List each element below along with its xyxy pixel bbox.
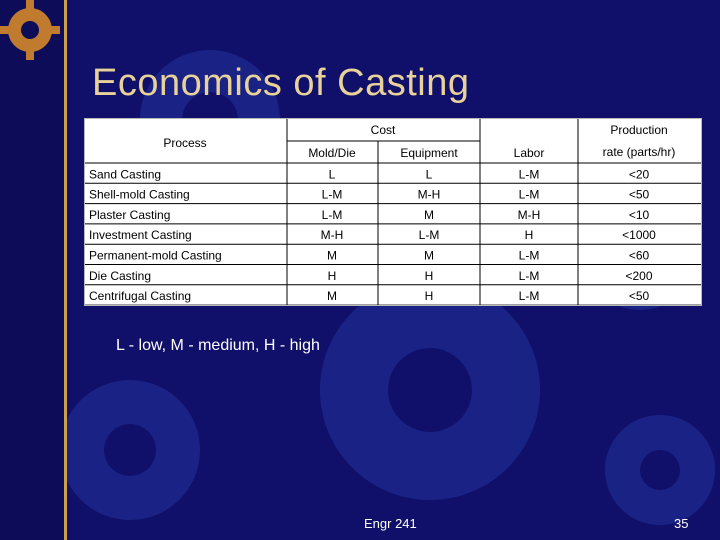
cell-mold-die-cost: M [327, 249, 337, 263]
header-equipment: Equipment [400, 146, 458, 160]
cell-process: Shell-mold Casting [89, 188, 190, 202]
header-production-line2: rate (parts/hr) [603, 145, 676, 159]
cell-process: Investment Casting [89, 228, 192, 242]
cell-mold-die-cost: L-M [322, 208, 343, 222]
cell-labor-cost: L-M [519, 167, 540, 181]
cell-equipment-cost: L [426, 167, 433, 181]
cell-equipment-cost: M [424, 208, 434, 222]
cell-production-rate: <50 [629, 188, 650, 202]
cell-mold-die-cost: L [329, 167, 336, 181]
cell-labor-cost: L-M [519, 289, 540, 303]
cell-mold-die-cost: L-M [322, 188, 343, 202]
cell-production-rate: <10 [629, 208, 650, 222]
table-grid: Process Cost Mold/Die Equipment Labor Pr… [85, 119, 701, 305]
cell-production-rate: <60 [629, 249, 650, 263]
cell-labor-cost: L-M [519, 249, 540, 263]
header-mold-die: Mold/Die [308, 146, 356, 160]
cell-equipment-cost: H [425, 269, 434, 283]
accent-line [64, 0, 67, 540]
corner-gear-icon [0, 0, 60, 60]
cell-production-rate: <20 [629, 167, 650, 181]
cell-production-rate: <200 [625, 269, 652, 283]
cell-equipment-cost: L-M [419, 228, 440, 242]
cell-mold-die-cost: H [328, 269, 337, 283]
slide-title: Economics of Casting [92, 62, 470, 104]
header-labor: Labor [514, 146, 545, 160]
header-cost: Cost [371, 123, 396, 137]
cell-production-rate: <50 [629, 289, 650, 303]
header-process: Process [163, 136, 206, 150]
cell-process: Centrifugal Casting [89, 289, 191, 303]
cell-equipment-cost: M [424, 249, 434, 263]
cell-process: Plaster Casting [89, 208, 170, 222]
cell-equipment-cost: M-H [418, 188, 441, 202]
footer-text: Engr 241 [364, 516, 417, 531]
cell-process: Sand Casting [89, 167, 161, 181]
cell-labor-cost: M-H [518, 208, 541, 222]
cell-labor-cost: L-M [519, 269, 540, 283]
cell-process: Die Casting [89, 269, 151, 283]
cell-mold-die-cost: M-H [321, 228, 344, 242]
cell-labor-cost: H [525, 228, 534, 242]
legend-text: L - low, M - medium, H - high [116, 337, 320, 354]
cell-process: Permanent-mold Casting [89, 249, 222, 263]
cell-labor-cost: L-M [519, 188, 540, 202]
left-band [0, 0, 64, 540]
casting-economics-table: Process Cost Mold/Die Equipment Labor Pr… [84, 118, 702, 306]
page-number: 35 [674, 516, 689, 531]
cell-mold-die-cost: M [327, 289, 337, 303]
header-production-line1: Production [610, 123, 667, 137]
cell-production-rate: <1000 [622, 228, 656, 242]
cell-equipment-cost: H [425, 289, 434, 303]
